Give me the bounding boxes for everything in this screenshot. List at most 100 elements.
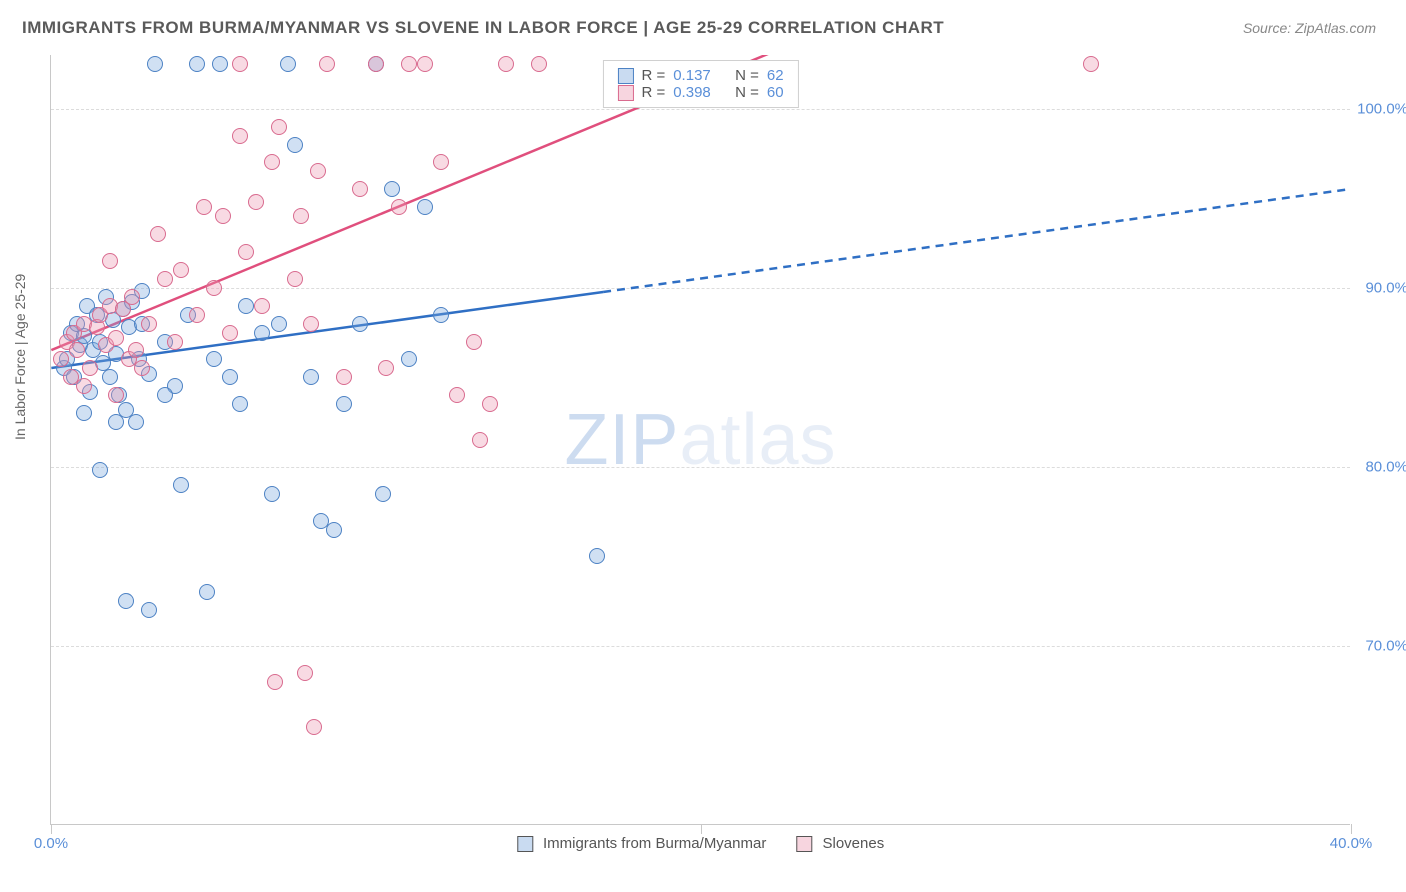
scatter-point bbox=[82, 360, 98, 376]
scatter-point bbox=[375, 486, 391, 502]
scatter-point bbox=[141, 602, 157, 618]
gridline-h bbox=[51, 109, 1350, 110]
scatter-point bbox=[232, 396, 248, 412]
scatter-point bbox=[293, 208, 309, 224]
scatter-point bbox=[238, 298, 254, 314]
scatter-point bbox=[482, 396, 498, 412]
scatter-point bbox=[134, 360, 150, 376]
scatter-point bbox=[267, 674, 283, 690]
r-value-blue: 0.137 bbox=[673, 67, 711, 84]
scatter-point bbox=[498, 56, 514, 72]
n-value-pink: 60 bbox=[767, 84, 784, 101]
scatter-point bbox=[254, 325, 270, 341]
scatter-point bbox=[232, 56, 248, 72]
scatter-point bbox=[466, 334, 482, 350]
scatter-point bbox=[118, 593, 134, 609]
chart-title: IMMIGRANTS FROM BURMA/MYANMAR VS SLOVENE… bbox=[22, 18, 944, 38]
legend-swatch-pink bbox=[617, 85, 633, 101]
scatter-point bbox=[287, 137, 303, 153]
scatter-point bbox=[303, 316, 319, 332]
scatter-point bbox=[147, 56, 163, 72]
y-tick-label: 90.0% bbox=[1365, 279, 1406, 296]
x-tick bbox=[701, 824, 702, 834]
scatter-point bbox=[196, 199, 212, 215]
scatter-point bbox=[391, 199, 407, 215]
scatter-point bbox=[271, 316, 287, 332]
n-value-blue: 62 bbox=[767, 67, 784, 84]
legend-label-blue: Immigrants from Burma/Myanmar bbox=[543, 835, 766, 852]
scatter-point bbox=[212, 56, 228, 72]
legend-item-blue: Immigrants from Burma/Myanmar bbox=[517, 835, 767, 852]
scatter-point bbox=[222, 325, 238, 341]
y-tick-label: 80.0% bbox=[1365, 458, 1406, 475]
scatter-point bbox=[124, 289, 140, 305]
scatter-point bbox=[102, 253, 118, 269]
r-label: R = bbox=[641, 67, 665, 84]
scatter-point bbox=[433, 154, 449, 170]
y-axis-title: In Labor Force | Age 25-29 bbox=[12, 274, 28, 440]
scatter-point bbox=[102, 369, 118, 385]
legend-swatch-blue bbox=[517, 836, 533, 852]
scatter-point bbox=[150, 226, 166, 242]
scatter-point bbox=[264, 486, 280, 502]
scatter-point bbox=[63, 369, 79, 385]
scatter-point bbox=[384, 181, 400, 197]
y-tick-label: 100.0% bbox=[1357, 100, 1406, 117]
scatter-point bbox=[433, 307, 449, 323]
scatter-point bbox=[1083, 56, 1099, 72]
scatter-point bbox=[157, 271, 173, 287]
scatter-point bbox=[336, 396, 352, 412]
gridline-h bbox=[51, 646, 1350, 647]
scatter-point bbox=[336, 369, 352, 385]
chart-plot-area: ZIPatlas 70.0%80.0%90.0%100.0%0.0%40.0% … bbox=[50, 55, 1350, 825]
scatter-point bbox=[417, 56, 433, 72]
x-tick-label: 40.0% bbox=[1330, 835, 1373, 852]
scatter-point bbox=[189, 56, 205, 72]
scatter-point bbox=[157, 387, 173, 403]
n-label: N = bbox=[735, 84, 759, 101]
scatter-point bbox=[326, 522, 342, 538]
scatter-point bbox=[206, 351, 222, 367]
scatter-point bbox=[254, 298, 270, 314]
legend-row-blue: R = 0.137 N = 62 bbox=[617, 67, 783, 84]
gridline-h bbox=[51, 288, 1350, 289]
scatter-point bbox=[189, 307, 205, 323]
scatter-point bbox=[76, 405, 92, 421]
legend-label-pink: Slovenes bbox=[823, 835, 885, 852]
legend-swatch-blue bbox=[617, 68, 633, 84]
legend-row-pink: R = 0.398 N = 60 bbox=[617, 84, 783, 101]
scatter-point bbox=[215, 208, 231, 224]
scatter-point bbox=[352, 316, 368, 332]
scatter-point bbox=[271, 119, 287, 135]
scatter-point bbox=[238, 244, 254, 260]
scatter-point bbox=[472, 432, 488, 448]
scatter-point bbox=[248, 194, 264, 210]
scatter-point bbox=[108, 387, 124, 403]
scatter-point bbox=[449, 387, 465, 403]
y-tick-label: 70.0% bbox=[1365, 637, 1406, 654]
scatter-point bbox=[53, 351, 69, 367]
scatter-point bbox=[167, 334, 183, 350]
scatter-point bbox=[303, 369, 319, 385]
legend-swatch-pink bbox=[796, 836, 812, 852]
scatter-point bbox=[128, 414, 144, 430]
series-legend: Immigrants from Burma/Myanmar Slovenes bbox=[517, 835, 884, 852]
source-attribution: Source: ZipAtlas.com bbox=[1243, 20, 1376, 36]
scatter-point bbox=[108, 414, 124, 430]
correlation-legend: R = 0.137 N = 62 R = 0.398 N = 60 bbox=[602, 60, 798, 108]
scatter-point bbox=[222, 369, 238, 385]
n-label: N = bbox=[735, 67, 759, 84]
scatter-point bbox=[417, 199, 433, 215]
scatter-point bbox=[264, 154, 280, 170]
scatter-point bbox=[401, 351, 417, 367]
scatter-point bbox=[310, 163, 326, 179]
watermark: ZIPatlas bbox=[564, 399, 836, 481]
scatter-point bbox=[280, 56, 296, 72]
scatter-point bbox=[531, 56, 547, 72]
scatter-point bbox=[173, 262, 189, 278]
scatter-point bbox=[92, 462, 108, 478]
scatter-point bbox=[589, 548, 605, 564]
scatter-point bbox=[319, 56, 335, 72]
scatter-point bbox=[352, 181, 368, 197]
gridline-h bbox=[51, 467, 1350, 468]
